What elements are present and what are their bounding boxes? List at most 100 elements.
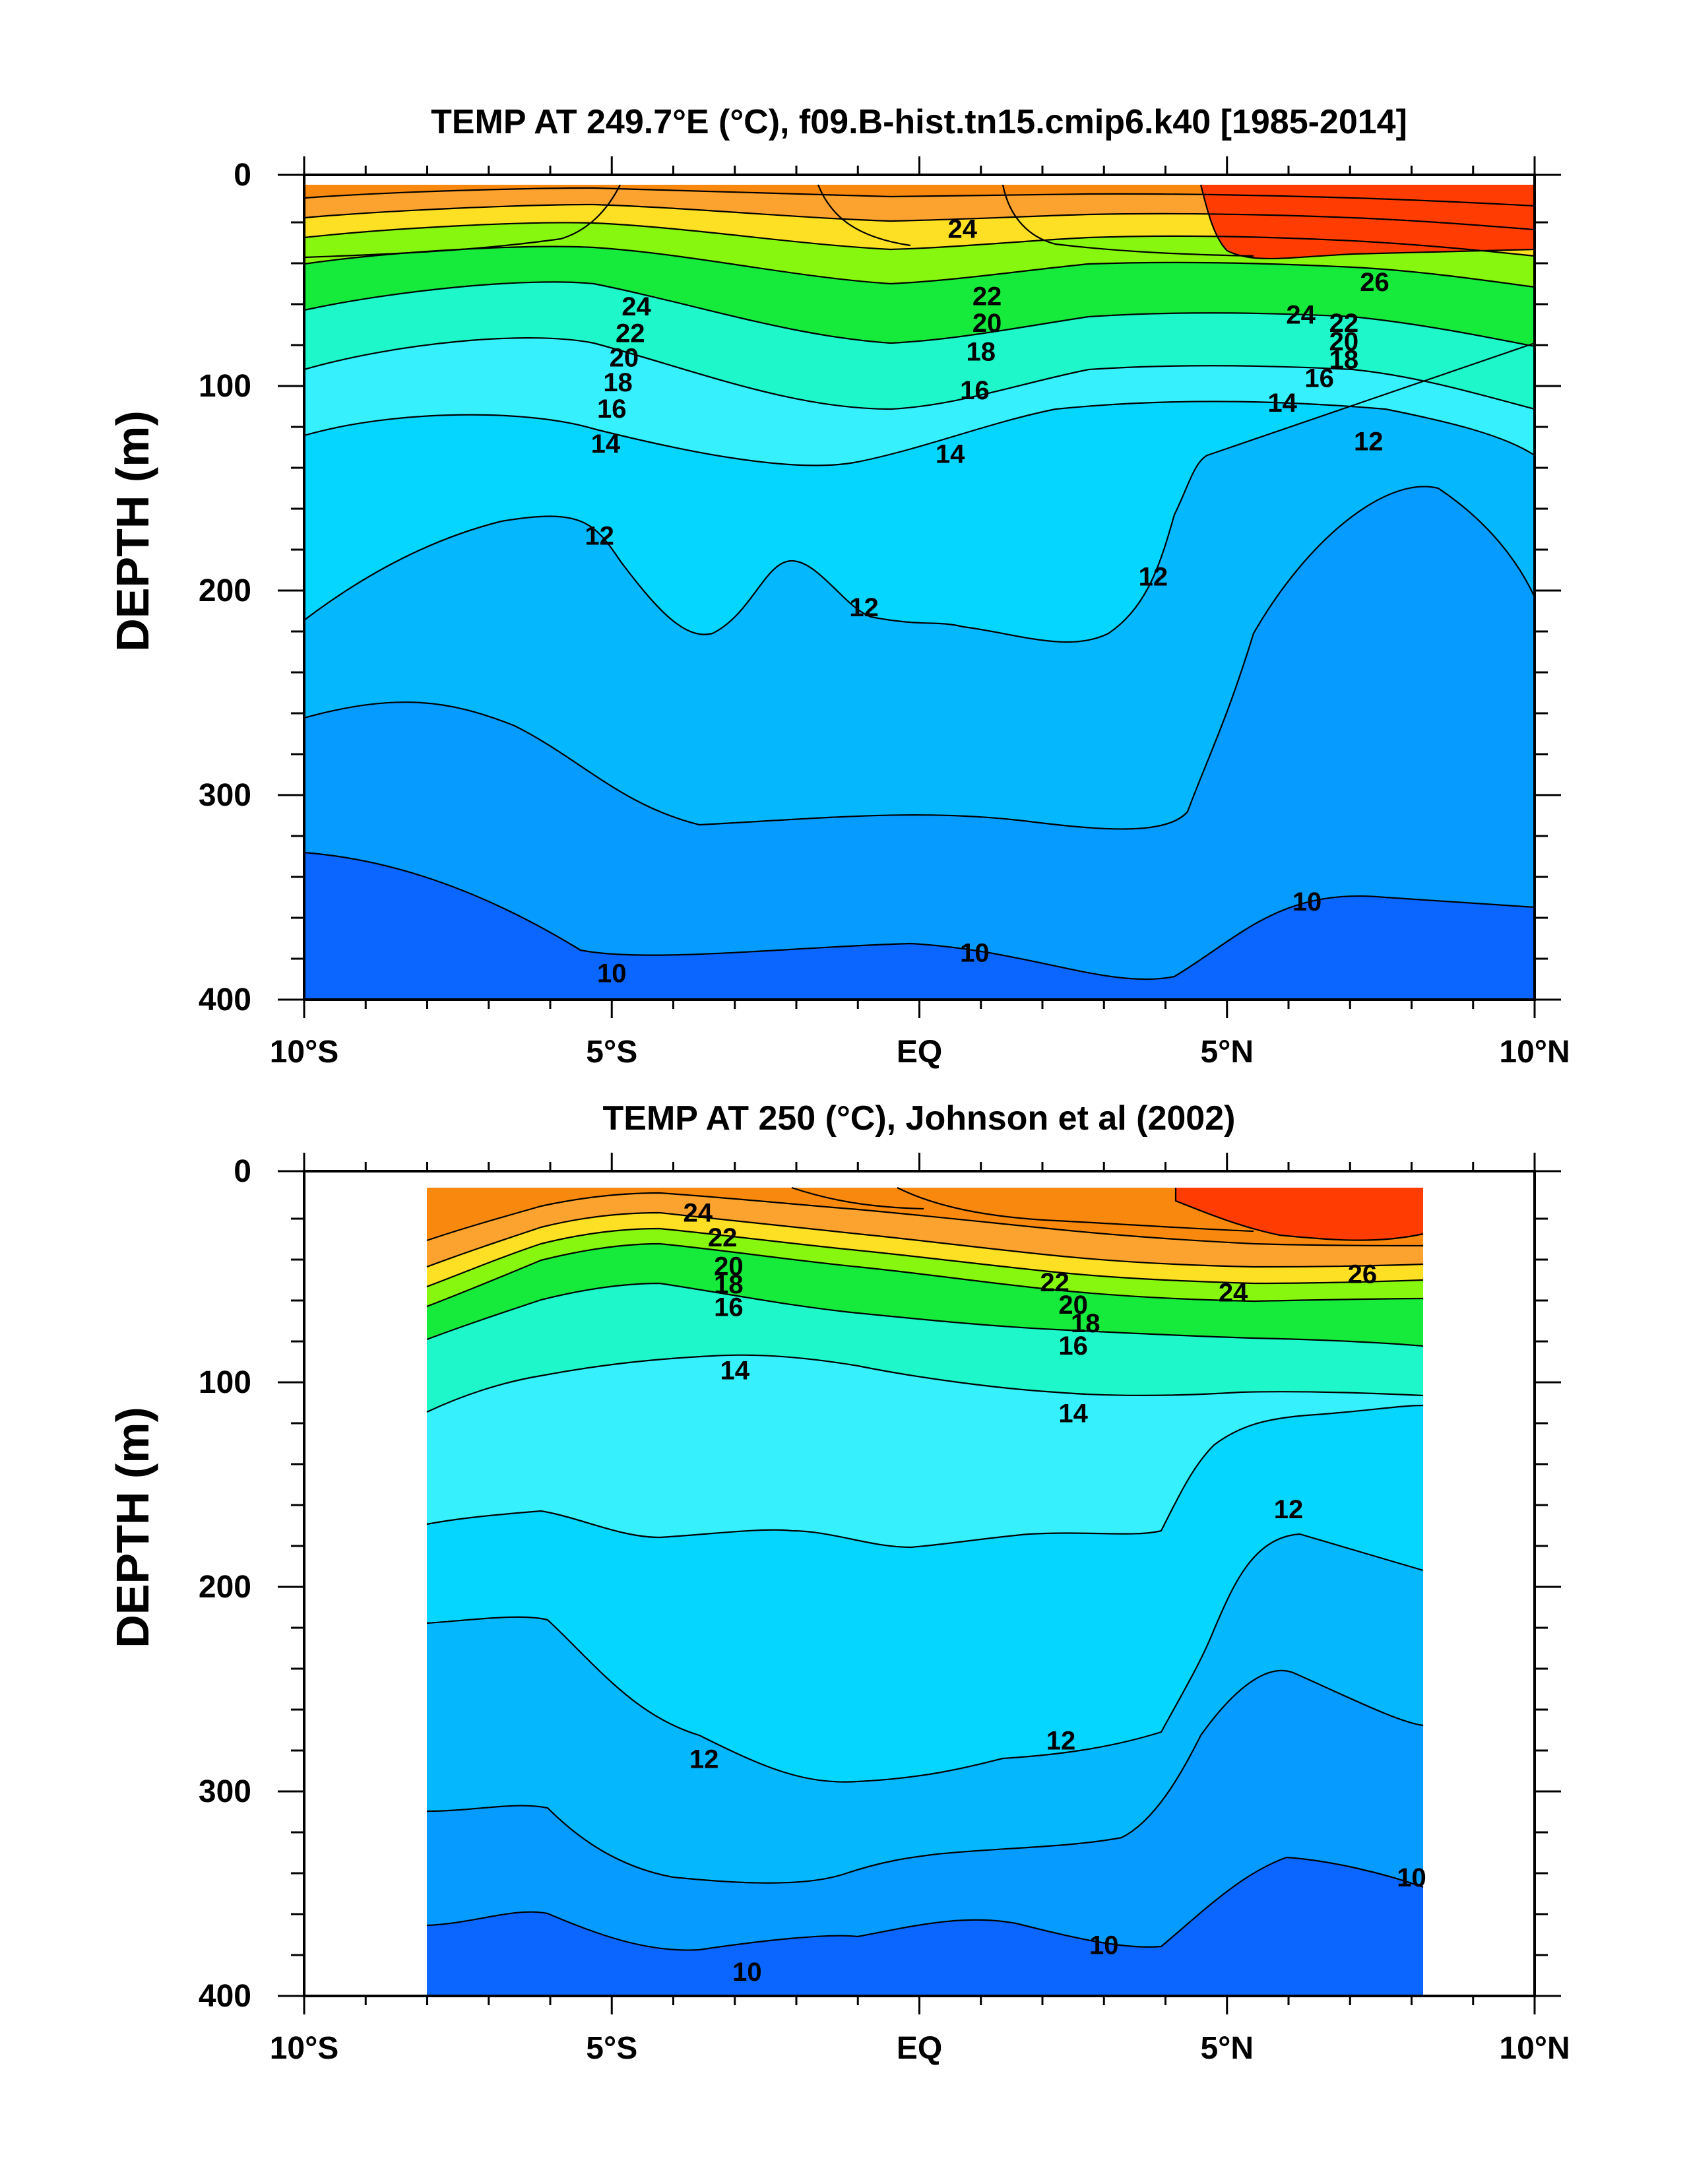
panel-obs-contour-label: 24: [1219, 1279, 1248, 1308]
panel-model-y-tick-label: 0: [234, 158, 251, 193]
panel-model-y-axis-label: DEPTH (m): [107, 410, 158, 652]
panel-obs-ticks: [278, 1153, 1561, 2014]
panel-model-contour-lines: [304, 184, 1535, 980]
panel-model-contour-label: 10: [597, 959, 627, 988]
panel-obs-band-18-20: [427, 1229, 1423, 1306]
panel-obs-contour-label: 12: [1274, 1495, 1304, 1524]
panel-obs-x-tick-label: 5°N: [1200, 2031, 1254, 2066]
panel-obs-band-26-plus: [1176, 1188, 1423, 1240]
panel-model-contour-label: 20: [972, 309, 1002, 338]
panel-obs-contour-label: 20: [1058, 1291, 1088, 1320]
panel-obs-contour-label: 12: [1046, 1727, 1076, 1756]
panel-obs-tick-labels: 10°S 5°S EQ 5°N 10°N 0 100 200 300 400: [199, 1154, 1570, 2066]
panel-obs-plot-area: [304, 1178, 1535, 1996]
panel-obs-band-11-12: [427, 1534, 1423, 1883]
panel-model-y-tick-label: 400: [199, 982, 251, 1017]
panel-model-contour-label: 20: [1329, 327, 1359, 356]
panel-model-x-tick-label: EQ: [897, 1035, 942, 1070]
panel-obs-band-16-18: [427, 1244, 1423, 1346]
panel-model-contour-label: 12: [1354, 428, 1384, 457]
panel-obs-contour-label: 10: [1397, 1863, 1426, 1892]
panel-obs-y-tick-label: 200: [199, 1570, 251, 1605]
panel-model-band-12-13: [304, 343, 1535, 642]
panel-model-contour-label: 24: [1286, 301, 1316, 330]
panel-obs-band-13-14: [427, 1355, 1423, 1547]
panel-obs-contour-label: 20: [714, 1252, 744, 1281]
panel-obs-band-below10: [427, 1857, 1423, 1996]
panel-model-band-10-11: [304, 486, 1535, 980]
panel-model-x-tick-label: 5°N: [1200, 1035, 1254, 1070]
panel-model-plot-area: [304, 181, 1535, 1000]
panel-model-y-tick-label: 100: [199, 369, 251, 404]
panel-obs-contour-label: 26: [1348, 1260, 1378, 1289]
panel-model-contour-label: 12: [585, 521, 614, 550]
panel-model-band-16-18: [304, 246, 1535, 346]
panel-obs-contour-label: 18: [714, 1270, 744, 1299]
panel-obs-y-axis-label: DEPTH (m): [107, 1407, 158, 1648]
panel-model-ticks: [278, 156, 1561, 1018]
panel-model-contour-label: 22: [616, 319, 645, 348]
panel-obs-x-tick-label: EQ: [897, 2031, 942, 2066]
panel-obs-band-14-16: [427, 1283, 1423, 1412]
panel-model-x-tick-label: 10°N: [1499, 1035, 1570, 1070]
panel-obs-band-22-24: [427, 1193, 1423, 1267]
panel-model-x-tick-label: 10°S: [270, 1035, 339, 1070]
panel-obs-band-10-11: [427, 1670, 1423, 1950]
panel-model-contour-label: 12: [849, 593, 879, 622]
panel-model-contour-label: 14: [936, 439, 965, 468]
panel-model: TEMP AT 249.7°E (°C), f09.B-hist.tn15.cm…: [107, 103, 1570, 1070]
panel-obs-contour-label: 12: [689, 1745, 719, 1774]
panel-model-contour-label: 18: [1329, 346, 1359, 375]
panel-obs-band-20-22: [427, 1213, 1423, 1287]
panel-obs-y-tick-label: 400: [199, 1979, 251, 2014]
panel-model-band-11-12: [304, 343, 1535, 829]
panel-model-tick-labels: 10°S 5°S EQ 5°N 10°N 0 100 200 300 400: [199, 158, 1570, 1070]
panel-model-contour-label: 24: [948, 214, 978, 243]
panel-obs-contour-label: 10: [1089, 1931, 1119, 1960]
panel-model-contour-label: 14: [591, 430, 621, 459]
panel-model-band-13-14: [304, 338, 1535, 466]
panel-model-band-14-16: [304, 282, 1535, 409]
panel-obs-x-tick-label: 10°N: [1499, 2031, 1570, 2066]
panel-model-contour-label: 16: [1304, 364, 1334, 393]
panel-obs-x-tick-label: 10°S: [270, 2031, 339, 2066]
panel-obs-y-tick-label: 100: [199, 1365, 251, 1400]
panel-model-contour-label: 14: [1267, 389, 1297, 418]
panel-obs-band-24-26: [427, 1188, 1423, 1246]
panel-model-contour-label: 20: [610, 344, 639, 373]
panel-obs-contour-label: 22: [708, 1223, 738, 1252]
panel-obs-contour-label: 22: [1040, 1268, 1069, 1297]
panel-model-contour-label: 10: [1292, 887, 1322, 916]
panel-model-contour-label: 22: [1329, 309, 1359, 338]
panel-model-contour-label: 18: [603, 368, 633, 397]
panel-model-y-tick-label: 300: [199, 778, 251, 813]
panel-obs-contour-label: 10: [732, 1958, 762, 1987]
panel-obs-y-tick-label: 300: [199, 1774, 251, 1809]
panel-obs: TEMP AT 250 (°C), Johnson et al (2002) D…: [107, 1099, 1570, 2066]
panel-obs-contour-label: 24: [684, 1199, 713, 1228]
panel-obs-band-12-13: [427, 1405, 1423, 1782]
panel-obs-contour-label: 14: [720, 1356, 750, 1385]
panel-obs-contour-label: 16: [1058, 1332, 1088, 1361]
panel-obs-contour-label: 18: [1071, 1309, 1100, 1338]
panel-obs-title: TEMP AT 250 (°C), Johnson et al (2002): [603, 1099, 1236, 1138]
panel-model-contour-label: 18: [967, 337, 996, 366]
panel-model-contour-label: 22: [972, 282, 1002, 311]
panel-model-band-below10: [304, 852, 1535, 1000]
panel-model-contour-label: 26: [1360, 268, 1389, 297]
panel-model-contour-label: 24: [621, 292, 651, 321]
panel-obs-data-region: [426, 1186, 1424, 1996]
panel-obs-contour-lines: [426, 1186, 1424, 1951]
panel-model-contour-label: 10: [960, 939, 990, 968]
panel-model-title: TEMP AT 249.7°E (°C), f09.B-hist.tn15.cm…: [431, 103, 1407, 141]
panel-obs-y-tick-label: 0: [234, 1154, 251, 1189]
panel-obs-contour-label: 16: [714, 1293, 744, 1322]
panel-model-contour-label: 16: [960, 376, 990, 405]
panel-model-contour-label: 16: [597, 395, 627, 424]
panel-obs-contour-label: 14: [1058, 1399, 1088, 1429]
panel-model-contour-label: 12: [1139, 562, 1168, 591]
panel-model-x-tick-label: 5°S: [586, 1035, 637, 1070]
